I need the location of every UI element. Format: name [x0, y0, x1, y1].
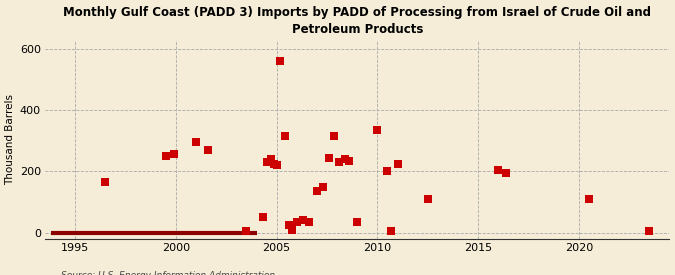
Point — [284, 223, 294, 227]
Point — [333, 160, 344, 164]
Point — [279, 134, 290, 138]
Point — [169, 152, 180, 157]
Point — [501, 171, 512, 175]
Point — [423, 197, 433, 201]
Point — [265, 157, 276, 161]
Point — [161, 154, 171, 158]
Point — [583, 197, 594, 201]
Point — [644, 229, 655, 233]
Point — [268, 161, 279, 166]
Point — [292, 220, 302, 224]
Point — [304, 220, 315, 224]
Point — [190, 140, 201, 144]
Point — [100, 180, 111, 184]
Point — [382, 169, 393, 174]
Point — [340, 157, 350, 161]
Point — [329, 134, 340, 138]
Point — [298, 218, 308, 222]
Point — [241, 229, 252, 233]
Title: Monthly Gulf Coast (PADD 3) Imports by PADD of Processing from Israel of Crude O: Monthly Gulf Coast (PADD 3) Imports by P… — [63, 6, 651, 35]
Point — [271, 163, 282, 167]
Point — [372, 128, 383, 132]
Y-axis label: Thousand Barrels: Thousand Barrels — [5, 94, 16, 185]
Point — [317, 185, 328, 189]
Point — [386, 229, 397, 233]
Point — [493, 167, 504, 172]
Point — [392, 161, 403, 166]
Point — [257, 215, 268, 219]
Point — [323, 155, 334, 160]
Text: Source: U.S. Energy Information Administration: Source: U.S. Energy Information Administ… — [61, 271, 275, 275]
Point — [344, 158, 354, 163]
Point — [274, 59, 285, 63]
Point — [286, 227, 297, 232]
Point — [352, 220, 362, 224]
Point — [312, 189, 323, 193]
Point — [261, 160, 272, 164]
Point — [202, 148, 213, 152]
